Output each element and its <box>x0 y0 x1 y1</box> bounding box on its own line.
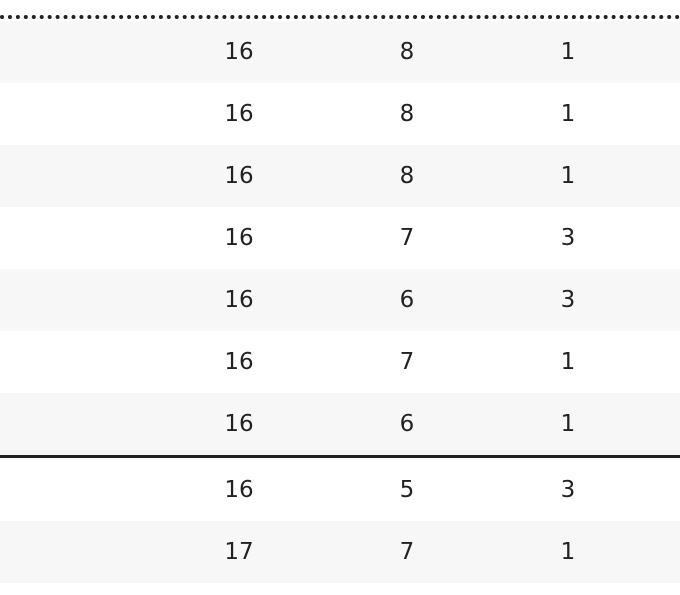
table-cell: 7 <box>399 225 415 251</box>
table-row: 16 8 1 <box>0 83 680 145</box>
table-cell: 16 <box>224 101 254 127</box>
table-row: 16 6 1 <box>0 393 680 455</box>
table-cell: 16 <box>224 411 254 437</box>
table-cell: 16 <box>224 39 254 65</box>
table-cell: 16 <box>224 287 254 313</box>
table-cell: 17 <box>224 539 254 565</box>
table-row: 17 7 1 <box>0 521 680 583</box>
table-row: 16 6 3 <box>0 269 680 331</box>
table-cell: 6 <box>399 411 415 437</box>
table-cell: 5 <box>399 477 415 503</box>
table-row: 16 7 1 <box>0 331 680 393</box>
table-cell: 16 <box>224 163 254 189</box>
section-divider <box>0 455 680 458</box>
table-cell: 8 <box>399 101 415 127</box>
table-cell: 1 <box>560 539 576 565</box>
table-cell: 3 <box>560 287 576 313</box>
table-cell: 6 <box>399 287 415 313</box>
table-row: 16 5 3 <box>0 459 680 521</box>
table-cell: 8 <box>399 163 415 189</box>
header-divider <box>0 15 680 19</box>
table-cell: 16 <box>224 477 254 503</box>
table-cell: 7 <box>399 349 415 375</box>
table-row: 16 8 1 <box>0 145 680 207</box>
table-cell: 1 <box>560 163 576 189</box>
table-cell: 1 <box>560 101 576 127</box>
table-cell: 16 <box>224 225 254 251</box>
table-cell: 1 <box>560 411 576 437</box>
table-cell: 1 <box>560 39 576 65</box>
table-cell: 3 <box>560 477 576 503</box>
table-cell: 1 <box>560 349 576 375</box>
table-cell: 16 <box>224 349 254 375</box>
table-cell: 3 <box>560 225 576 251</box>
table-row: 16 8 1 <box>0 21 680 83</box>
table-row: 16 7 3 <box>0 207 680 269</box>
table-cell: 7 <box>399 539 415 565</box>
table-cell: 8 <box>399 39 415 65</box>
